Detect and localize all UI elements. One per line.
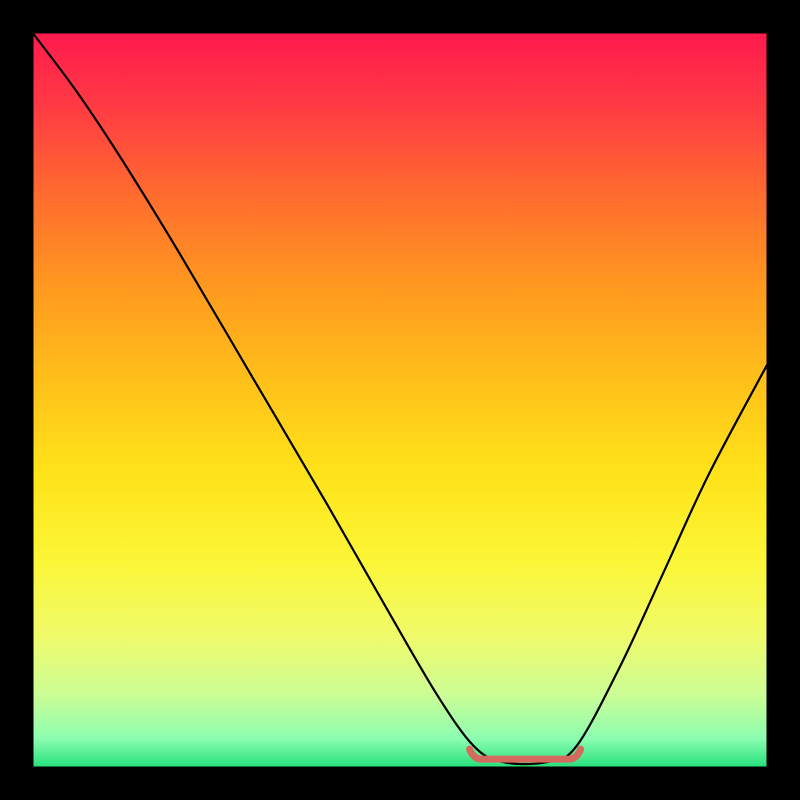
bottleneck-curve-chart <box>0 0 800 800</box>
gradient-background <box>32 32 768 768</box>
chart-root: TheBottlenecker.com <box>0 0 800 800</box>
